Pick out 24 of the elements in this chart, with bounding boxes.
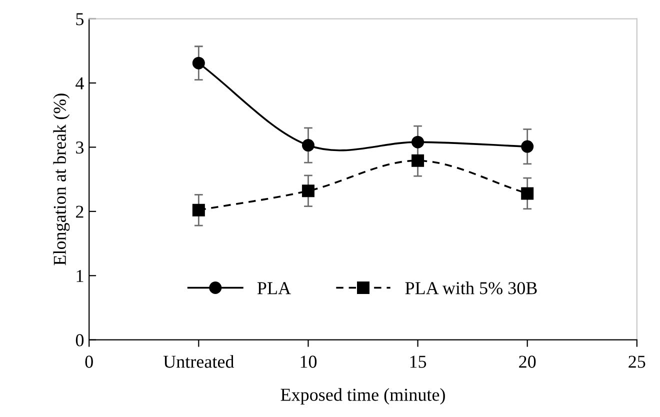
x-tick-label: 25 xyxy=(628,356,646,368)
y-tick-label: 1 xyxy=(76,270,84,282)
x-tick-label: 0 xyxy=(85,356,93,368)
point xyxy=(192,204,205,216)
point xyxy=(412,136,424,148)
point xyxy=(302,139,314,152)
y-tick-label: 5 xyxy=(76,13,84,26)
point xyxy=(192,56,205,70)
y-tick-label: 2 xyxy=(76,206,84,218)
y-tick-label: 4 xyxy=(76,77,84,90)
point xyxy=(521,140,534,153)
point xyxy=(302,184,314,198)
point xyxy=(412,154,424,167)
x-tick-label: 15 xyxy=(410,356,426,368)
legend-label: PLA with 5% 30B xyxy=(405,282,537,294)
x-axis-title: Exposed time (minute) xyxy=(280,388,445,405)
point xyxy=(521,187,534,200)
x-tick-label: Untreated xyxy=(163,355,234,368)
x-tick-label: 20 xyxy=(519,356,536,368)
y-axis-title: Elongation at break (%) xyxy=(53,94,70,266)
y-tick-label: 0 xyxy=(76,334,84,346)
y-tick-label: 3 xyxy=(76,142,84,154)
legend-label: PLA xyxy=(257,282,291,294)
x-tick-label: 10 xyxy=(300,356,317,368)
